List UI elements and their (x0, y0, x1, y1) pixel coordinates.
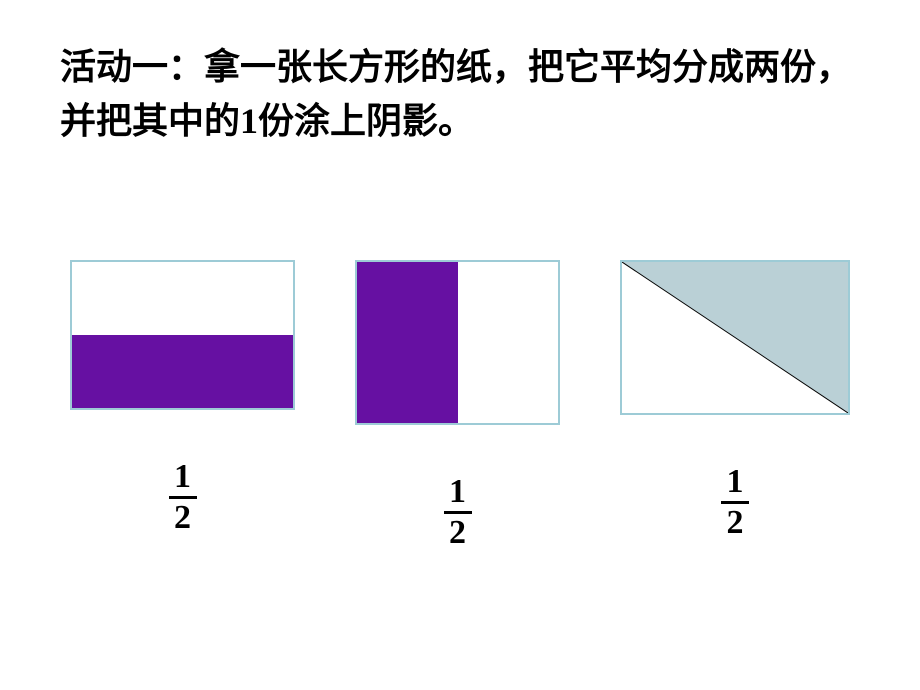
shaded-left-half (357, 262, 458, 423)
rect-diagonal-split (620, 260, 850, 415)
fraction-denominator: 2 (174, 501, 191, 535)
diagram-group-1: 1 2 (70, 260, 295, 535)
activity-title: 活动一：拿一张长方形的纸，把它平均分成两份，并把其中的1份涂上阴影。 (60, 40, 860, 148)
fraction-numerator: 1 (727, 465, 744, 499)
diagram-group-2: 1 2 (355, 260, 560, 550)
rect-vertical-split (355, 260, 560, 425)
fraction-label-1: 1 2 (169, 460, 197, 535)
fraction-denominator: 2 (449, 516, 466, 550)
diagrams-row: 1 2 1 2 1 2 (0, 260, 920, 550)
rect-horizontal-split (70, 260, 295, 410)
diagonal-triangle-svg (622, 262, 848, 413)
fraction-denominator: 2 (727, 506, 744, 540)
fraction-label-2: 1 2 (444, 475, 472, 550)
diagram-group-3: 1 2 (620, 260, 850, 540)
fraction-numerator: 1 (449, 475, 466, 509)
fraction-numerator: 1 (174, 460, 191, 494)
shaded-bottom-half (72, 335, 293, 408)
fraction-label-3: 1 2 (721, 465, 749, 540)
